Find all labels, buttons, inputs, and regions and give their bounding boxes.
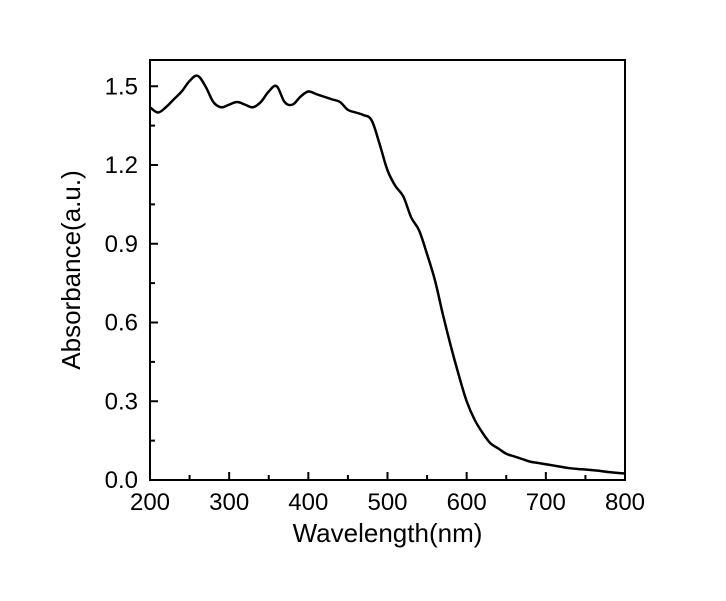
chart-svg: 2003004005006007008000.00.30.60.91.21.5W… (0, 0, 726, 601)
x-tick-label: 700 (526, 489, 566, 516)
x-tick-label: 800 (605, 489, 645, 516)
y-tick-label: 1.5 (105, 73, 138, 100)
y-tick-label: 0.0 (105, 467, 138, 494)
x-tick-label: 500 (367, 489, 407, 516)
y-axis-label: Absorbance(a.u.) (56, 170, 86, 369)
absorbance-chart: 2003004005006007008000.00.30.60.91.21.5W… (0, 0, 726, 601)
plot-frame (150, 60, 625, 480)
x-tick-label: 300 (209, 489, 249, 516)
x-tick-label: 400 (288, 489, 328, 516)
y-tick-label: 1.2 (105, 152, 138, 179)
x-tick-label: 600 (447, 489, 487, 516)
y-tick-label: 0.6 (105, 310, 138, 337)
y-tick-label: 0.9 (105, 231, 138, 258)
x-axis-label: Wavelength(nm) (293, 518, 483, 548)
absorbance-series-line (150, 76, 625, 474)
y-tick-label: 0.3 (105, 388, 138, 415)
